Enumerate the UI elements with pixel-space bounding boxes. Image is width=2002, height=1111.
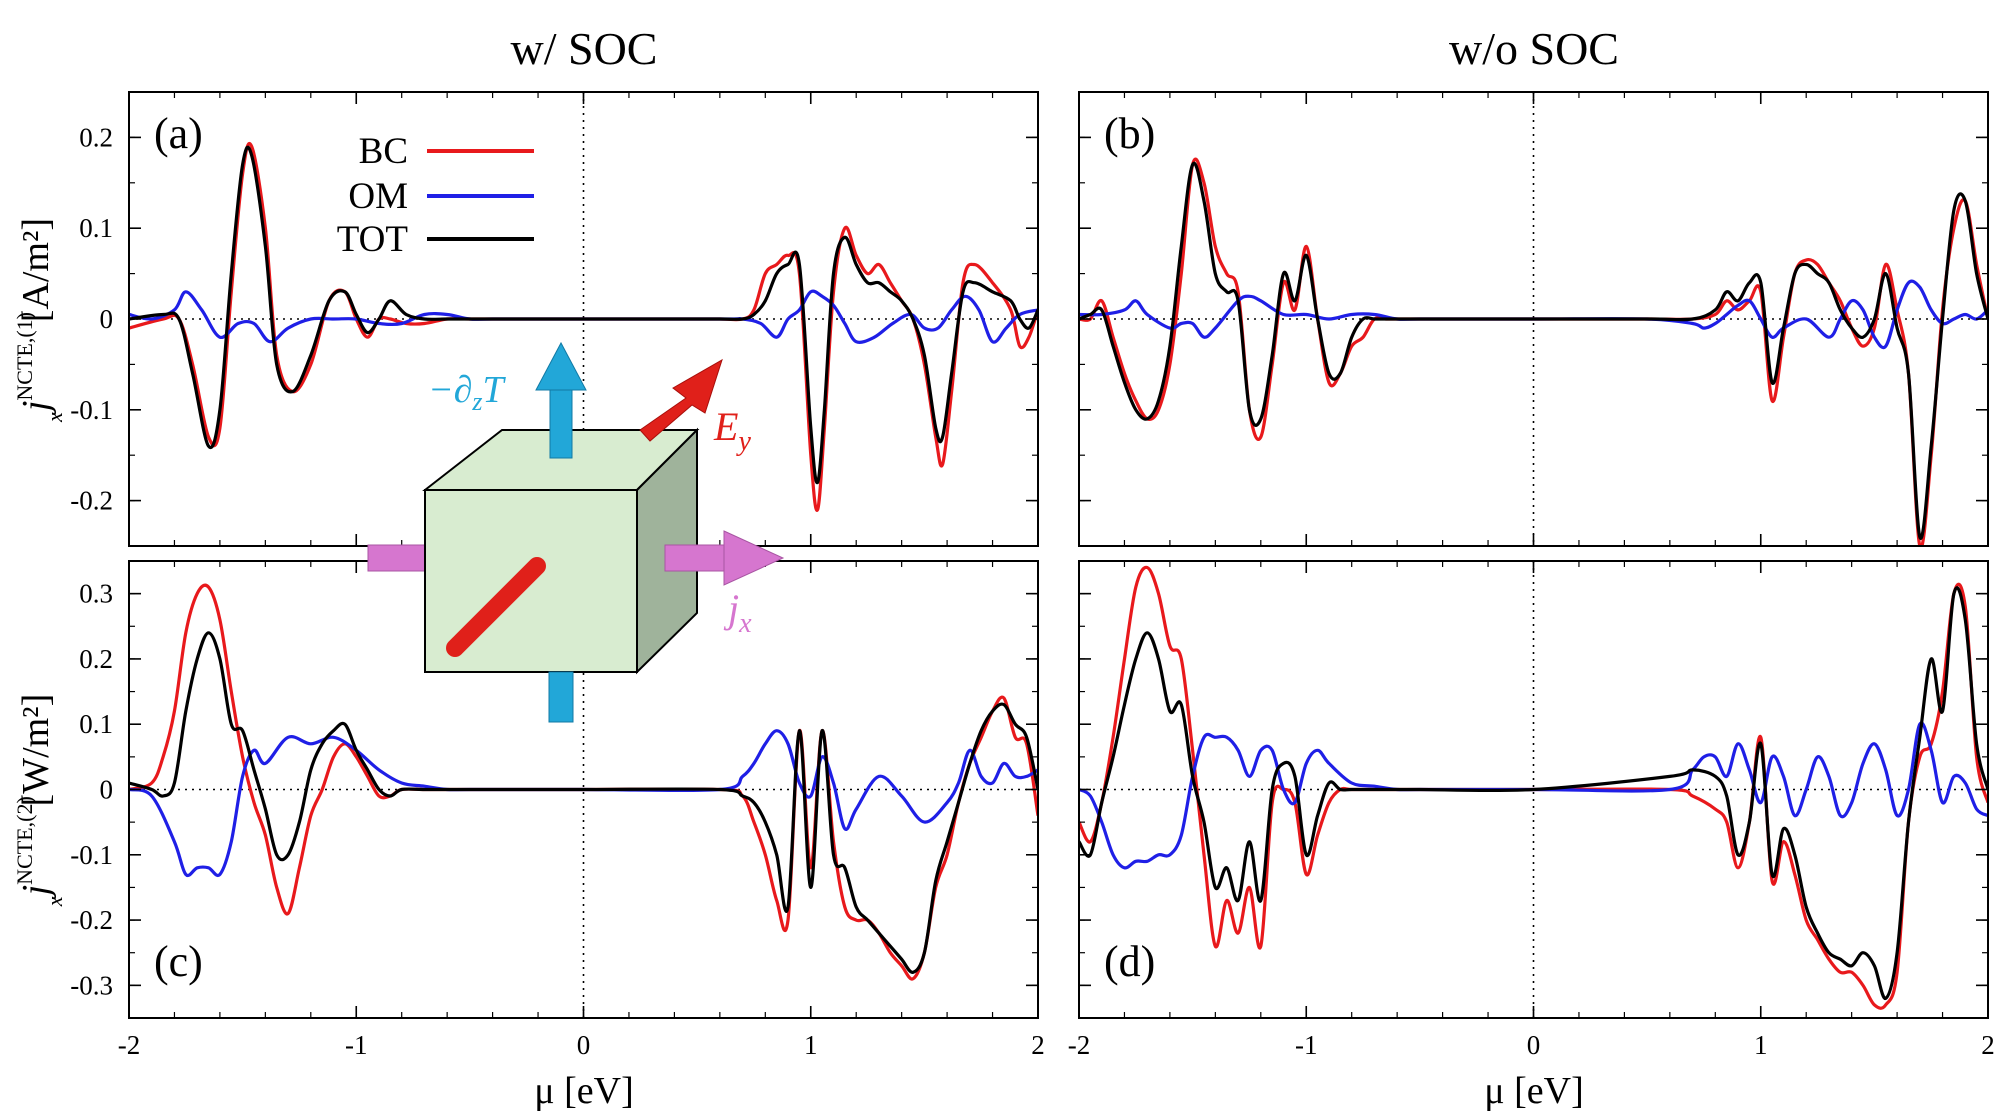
y-tick-label: 0.2 (79, 644, 113, 674)
inner-rod (446, 557, 546, 657)
series-group (1079, 565, 1988, 1010)
y-tick-label: 0 (100, 775, 114, 805)
x-axis-title-left: μ [eV] (534, 1070, 634, 1111)
x-tick-label: 2 (1031, 1030, 1045, 1060)
y-tick-label: -0.1 (70, 840, 113, 870)
panel-b: (b) (1078, 91, 1989, 547)
x-tick-label: -1 (1295, 1030, 1318, 1060)
y-label-top-unit: [A/m²] (15, 218, 57, 322)
y-tick-label: 0.1 (79, 709, 113, 739)
series-tot-line (129, 145, 1038, 485)
series-group (129, 141, 1038, 512)
x-tick-label: -2 (118, 1030, 141, 1060)
panel-label: (b) (1104, 109, 1155, 158)
legend-label-tot: TOT (337, 219, 408, 260)
panel-label: (a) (154, 109, 203, 158)
y-label-bottom-sup: NCTE,(2) (12, 796, 37, 885)
y-tick-label: 0.3 (79, 579, 113, 609)
y-tick-label: -0.1 (70, 395, 113, 425)
svg-text:jNCTE,(1)x[A/m²]: jNCTE,(1)x[A/m²] (12, 218, 67, 423)
y-tick-label: 0.2 (79, 122, 113, 152)
current-arrow-tail (367, 544, 431, 572)
y-axis-label-bottom: jNCTE,(2)x[W/m²] (12, 694, 67, 907)
y-label-bottom-sub: x (42, 896, 67, 907)
inset-schematic: −∂zT Ey jx (367, 341, 785, 723)
series-group (129, 583, 1038, 981)
x-tick-label: 0 (1527, 1030, 1541, 1060)
x-tick-label: -1 (345, 1030, 368, 1060)
y-tick-label: 0 (100, 304, 114, 334)
x-tick-label: 1 (1754, 1030, 1768, 1060)
y-tick-label: -0.2 (70, 905, 113, 935)
y-label-top-sup: NCTE,(1) (12, 312, 37, 401)
gradient-arrow-bottom (548, 671, 574, 723)
gradient-label: −∂zT (428, 369, 507, 416)
field-label: Ey (713, 404, 751, 457)
column-title-left: w/ SOC (511, 23, 658, 74)
y-axis-label-top: jNCTE,(1)x[A/m²] (12, 218, 67, 423)
legend-label-om: OM (348, 176, 408, 217)
panel-label: (d) (1104, 937, 1155, 986)
x-tick-label: 0 (577, 1030, 591, 1060)
panel-a: 0.2 0.1 0 -0.1 -0.2 (a) (70, 91, 1039, 547)
series-om-line (129, 729, 1038, 877)
x-tick-label: -2 (1068, 1030, 1091, 1060)
panel-d: -2 -1 0 1 2 (d) (1068, 560, 1995, 1060)
panel-label: (c) (154, 937, 203, 986)
panels: 0.2 0.1 0 -0.1 -0.2 (a) (b) -2 -1 0 1 2 0.3 0.2 0.1 0 -0… (70, 91, 1995, 1060)
current-label: jx (723, 586, 752, 639)
series-group (1079, 157, 1988, 546)
y-label-top-sub: x (42, 412, 67, 423)
y-label-bottom-unit: [W/m²] (15, 694, 57, 807)
current-arrow-head (723, 530, 785, 586)
series-tot-line (129, 631, 1038, 974)
y-tick-label: 0.1 (79, 213, 113, 243)
current-arrow-shaft (664, 544, 726, 572)
series-tot-line (1079, 161, 1988, 540)
y-tick-label: -0.2 (70, 486, 113, 516)
y-tick-label: -0.3 (70, 970, 113, 1000)
field-arrow (639, 358, 723, 442)
x-tick-label: 2 (1981, 1030, 1995, 1060)
legend: BC OM TOT (337, 131, 534, 260)
series-tot-line (1079, 586, 1988, 1001)
series-bc-line (1079, 157, 1988, 546)
svg-text:jNCTE,(2)x[W/m²]: jNCTE,(2)x[W/m²] (12, 694, 67, 907)
gradient-arrow-shaft (549, 387, 573, 459)
series-om-line (1079, 279, 1988, 350)
x-axis-title-right: μ [eV] (1484, 1070, 1584, 1111)
legend-label-bc: BC (359, 131, 408, 172)
gradient-arrow-head (535, 341, 587, 391)
column-title-right: w/o SOC (1449, 23, 1619, 74)
series-om-line (1079, 721, 1988, 870)
series-bc-line (1079, 565, 1988, 1010)
x-tick-label: 1 (804, 1030, 818, 1060)
